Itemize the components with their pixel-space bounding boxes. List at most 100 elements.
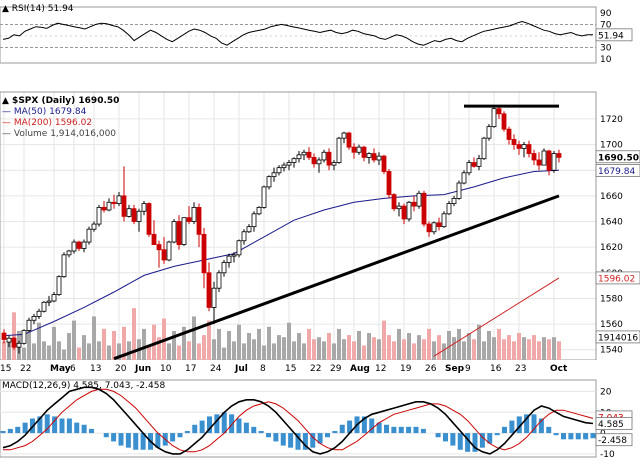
volume-bar: [212, 339, 216, 360]
macd-hist-bar: [133, 433, 139, 450]
macd-hist-bar: [214, 414, 220, 434]
macd-tags: 7.0434.585-2.458: [595, 410, 633, 446]
legend-ma50: — MA(50) 1679.84: [2, 107, 87, 117]
macd-hist-bar: [140, 433, 146, 450]
macd-hist-bar: [494, 433, 500, 436]
candle-body: [116, 195, 122, 204]
candle-body: [216, 272, 222, 289]
date-label: 22: [20, 364, 31, 374]
candle-body: [551, 153, 557, 171]
candle-body: [501, 113, 507, 130]
candle-body: [136, 210, 142, 222]
rsi-axis: 907050301051.94: [595, 9, 633, 65]
volume-bar: [432, 341, 436, 360]
volume-bar: [422, 339, 426, 360]
volume-bar: [52, 326, 56, 360]
macd-hist-bar: [502, 426, 507, 434]
volume-bar: [367, 333, 371, 360]
rsi-gridlines: [0, 23, 596, 48]
date-label: 12: [375, 364, 386, 374]
candle-body: [11, 337, 17, 348]
volume-bar: [402, 339, 406, 360]
volume-bar: [12, 312, 16, 360]
volume-bar: [437, 335, 441, 360]
candle-body: [91, 223, 97, 230]
volume-bars: [2, 308, 561, 360]
candle-body: [351, 146, 357, 153]
candle-body: [141, 203, 147, 212]
candle-body: [291, 158, 297, 163]
macd-tick-label: 20: [600, 387, 612, 397]
volume-bar: [442, 343, 446, 360]
macd-hist-bar: [339, 424, 345, 434]
volume-bar: [507, 335, 511, 360]
candle-body: [6, 337, 12, 343]
volume-bar: [472, 339, 476, 360]
volume-bar: [417, 335, 421, 360]
macd-hist-bar: [369, 418, 375, 434]
candle-body: [481, 137, 487, 160]
macd-hist-bar: [457, 433, 463, 450]
volume-bar: [42, 341, 46, 360]
macd-tag-box: [595, 417, 633, 430]
candle-body: [211, 287, 217, 308]
volume-bar: [2, 341, 6, 360]
macd-hist-bar: [0, 431, 6, 434]
macd-hist-bar: [89, 428, 94, 434]
candle-body: [476, 158, 482, 167]
volume-bar: [387, 335, 391, 360]
volume-bar: [452, 337, 456, 360]
volume-bar: [482, 341, 486, 360]
legend-title: ▲ $SPX (Daily) 1690.50: [2, 96, 119, 106]
volume-bar: [27, 328, 31, 360]
volume-bar: [267, 326, 271, 360]
macd-hist-bar: [118, 433, 124, 446]
candle-body: [256, 207, 262, 215]
candle-body: [356, 146, 362, 153]
macd-hist-bar: [74, 422, 80, 434]
rsi-panel: 907050301051.94 ▲ RSI(14) 51.94: [0, 4, 633, 65]
volume-bar: [22, 347, 26, 360]
volume-bar: [457, 328, 461, 360]
price-tag-label: 1596.02: [598, 274, 635, 284]
macd-hist-bar: [384, 424, 389, 434]
price-tick-label: 1700: [600, 141, 623, 151]
candle-body: [341, 132, 347, 139]
support-trendline: [113, 194, 560, 361]
candle-body: [346, 132, 352, 148]
macd-hist-bar: [590, 433, 596, 439]
rsi-tag-label: 51.94: [598, 31, 624, 41]
volume-bar: [317, 337, 321, 360]
price-tick-label: 1660: [600, 192, 623, 202]
macd-hist-bar: [450, 433, 456, 446]
macd-hist-bar: [406, 426, 412, 434]
volume-bar: [537, 341, 541, 360]
candle-body: [431, 222, 437, 233]
volume-bar: [107, 345, 111, 360]
price-tag-box: [595, 164, 640, 177]
date-label: 15: [0, 364, 11, 374]
volume-bar: [292, 341, 296, 360]
rsi-tick-label: 30: [600, 44, 612, 54]
candle-body: [326, 151, 332, 166]
volume-bar: [192, 316, 196, 360]
candle-body: [391, 194, 397, 210]
candle-body: [196, 207, 202, 235]
candle-body: [221, 262, 227, 274]
macd-hist-bar: [398, 426, 404, 434]
candle-body: [46, 300, 52, 303]
candle-body: [386, 171, 392, 195]
volume-bar: [207, 320, 211, 360]
macd-hist-bar: [509, 420, 515, 434]
candle-body: [261, 186, 267, 208]
volume-bar: [297, 333, 301, 360]
date-label: 24: [210, 364, 222, 374]
candle-body: [226, 255, 232, 263]
volume-bar: [287, 322, 291, 360]
candle-body: [1, 332, 7, 340]
volume-bar: [132, 308, 136, 360]
volume-bar: [172, 330, 176, 360]
volume-bar: [167, 343, 171, 360]
volume-bar: [62, 349, 66, 360]
